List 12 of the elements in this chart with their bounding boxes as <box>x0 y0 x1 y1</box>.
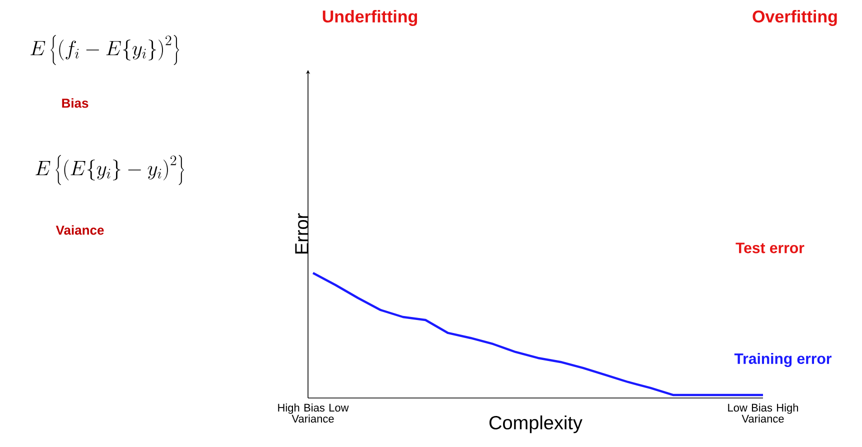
text: Overfitting <box>752 10 837 26</box>
x-tick-label: High Bias Low Variance <box>278 404 349 423</box>
text: $E\left\{\left(E\{y_i\} - y_i\right)^2\right\}$ <box>36 154 184 185</box>
series-label: Training error <box>734 352 832 368</box>
y-axis-title: Error <box>295 213 308 254</box>
text: Bias <box>62 98 88 108</box>
text: Underfitting <box>322 10 418 26</box>
text: Vaiance <box>56 225 104 235</box>
text: $E\left\{\left(f_i - E\{y_i\}\right)^2\right\}$ <box>30 34 180 66</box>
x-tick-label: Low Bias High Variance <box>728 404 798 423</box>
text: Test error <box>736 242 804 254</box>
x-axis-title: Complexity <box>489 415 582 434</box>
